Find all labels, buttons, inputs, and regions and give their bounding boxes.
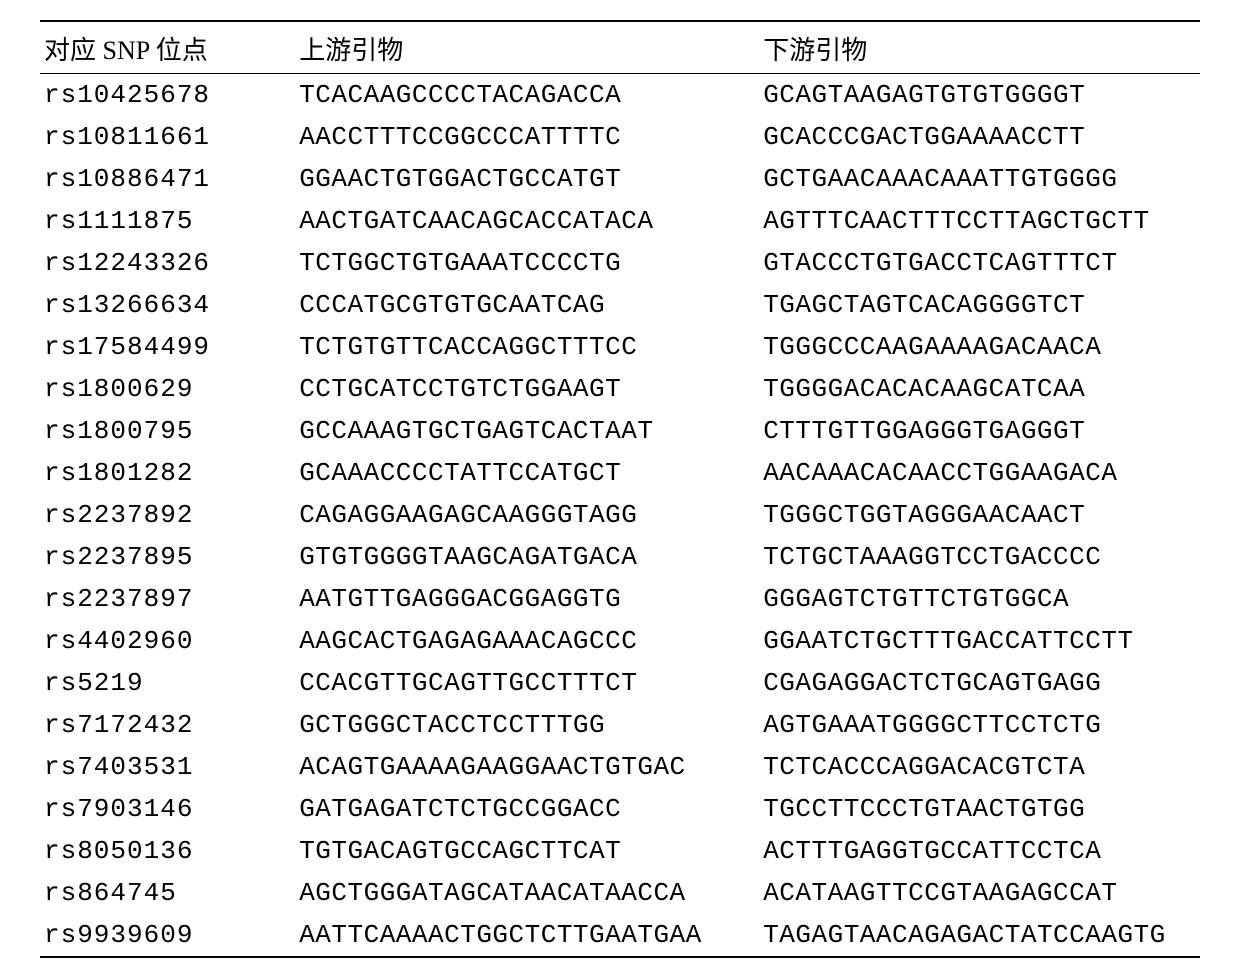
cell-reverse: ACTTTGAGGTGCCATTCCTCA — [759, 830, 1200, 872]
cell-forward: CCCATGCGTGTGCAATCAG — [295, 284, 759, 326]
cell-reverse: TGAGCTAGTCACAGGGGTCT — [759, 284, 1200, 326]
cell-forward: GCAAACCCCTATTCCATGCT — [295, 452, 759, 494]
cell-reverse: ACATAAGTTCCGTAAGAGCCAT — [759, 872, 1200, 914]
table-row: rs17584499 TCTGTGTTCACCAGGCTTTCC TGGGCCC… — [40, 326, 1200, 368]
cell-reverse: GCTGAACAAACAAATTGTGGGG — [759, 158, 1200, 200]
header-forward-primer: 上游引物 — [295, 21, 759, 74]
cell-forward: AATTCAAAACTGGCTCTTGAATGAA — [295, 914, 759, 957]
cell-forward: CCACGTTGCAGTTGCCTTTCT — [295, 662, 759, 704]
cell-reverse: TCTCACCCAGGACACGTCTA — [759, 746, 1200, 788]
table-row: rs10811661 AACCTTTCCGGCCCATTTTC GCACCCGA… — [40, 116, 1200, 158]
table-row: rs1801282 GCAAACCCCTATTCCATGCT AACAAACAC… — [40, 452, 1200, 494]
table-row: rs1800629 CCTGCATCCTGTCTGGAAGT TGGGGACAC… — [40, 368, 1200, 410]
cell-snp: rs10886471 — [40, 158, 295, 200]
cell-snp: rs1801282 — [40, 452, 295, 494]
cell-snp: rs5219 — [40, 662, 295, 704]
table-body: rs10425678 TCACAAGCCCCTACAGACCA GCAGTAAG… — [40, 74, 1200, 958]
cell-reverse: CTTTGTTGGAGGGTGAGGGT — [759, 410, 1200, 452]
cell-reverse: AGTGAAATGGGGCTTCCTCTG — [759, 704, 1200, 746]
cell-forward: TCTGGCTGTGAAATCCCCTG — [295, 242, 759, 284]
table-row: rs2237892 CAGAGGAAGAGCAAGGGTAGG TGGGCTGG… — [40, 494, 1200, 536]
header-snp: 对应 SNP 位点 — [40, 21, 295, 74]
table-row: rs2237897 AATGTTGAGGGACGGAGGTG GGGAGTCTG… — [40, 578, 1200, 620]
table-header-row: 对应 SNP 位点 上游引物 下游引物 — [40, 21, 1200, 74]
cell-snp: rs2237892 — [40, 494, 295, 536]
cell-snp: rs9939609 — [40, 914, 295, 957]
table-row: rs13266634 CCCATGCGTGTGCAATCAG TGAGCTAGT… — [40, 284, 1200, 326]
cell-snp: rs2237895 — [40, 536, 295, 578]
cell-forward: CAGAGGAAGAGCAAGGGTAGG — [295, 494, 759, 536]
cell-forward: ACAGTGAAAAGAAGGAACTGTGAC — [295, 746, 759, 788]
table-row: rs12243326 TCTGGCTGTGAAATCCCCTG GTACCCTG… — [40, 242, 1200, 284]
table-row: rs9939609 AATTCAAAACTGGCTCTTGAATGAA TAGA… — [40, 914, 1200, 957]
cell-reverse: TGGGCTGGTAGGGAACAACT — [759, 494, 1200, 536]
table-row: rs864745 AGCTGGGATAGCATAACATAACCA ACATAA… — [40, 872, 1200, 914]
cell-forward: CCTGCATCCTGTCTGGAAGT — [295, 368, 759, 410]
table-row: rs8050136 TGTGACAGTGCCAGCTTCAT ACTTTGAGG… — [40, 830, 1200, 872]
cell-forward: GCCAAAGTGCTGAGTCACTAAT — [295, 410, 759, 452]
cell-forward: GCTGGGCTACCTCCTTTGG — [295, 704, 759, 746]
table-row: rs7172432 GCTGGGCTACCTCCTTTGG AGTGAAATGG… — [40, 704, 1200, 746]
cell-reverse: GCAGTAAGAGTGTGTGGGGT — [759, 74, 1200, 117]
cell-forward: AACTGATCAACAGCACCATACA — [295, 200, 759, 242]
cell-snp: rs4402960 — [40, 620, 295, 662]
cell-snp: rs12243326 — [40, 242, 295, 284]
cell-snp: rs10425678 — [40, 74, 295, 117]
table-row: rs7403531 ACAGTGAAAAGAAGGAACTGTGAC TCTCA… — [40, 746, 1200, 788]
table-row: rs1800795 GCCAAAGTGCTGAGTCACTAAT CTTTGTT… — [40, 410, 1200, 452]
cell-reverse: TCTGCTAAAGGTCCTGACCCC — [759, 536, 1200, 578]
cell-snp: rs10811661 — [40, 116, 295, 158]
cell-reverse: TGGGGACACACAAGCATCAA — [759, 368, 1200, 410]
cell-reverse: TAGAGTAACAGAGACTATCCAAGTG — [759, 914, 1200, 957]
cell-snp: rs8050136 — [40, 830, 295, 872]
cell-snp: rs864745 — [40, 872, 295, 914]
cell-reverse: GGAATCTGCTTTGACCATTCCTT — [759, 620, 1200, 662]
cell-reverse: GCACCCGACTGGAAAACCTT — [759, 116, 1200, 158]
cell-forward: GTGTGGGGTAAGCAGATGACA — [295, 536, 759, 578]
cell-snp: rs7403531 — [40, 746, 295, 788]
primer-table: 对应 SNP 位点 上游引物 下游引物 rs10425678 TCACAAGCC… — [40, 20, 1200, 958]
cell-snp: rs1800795 — [40, 410, 295, 452]
cell-reverse: GGGAGTCTGTTCTGTGGCA — [759, 578, 1200, 620]
table-row: rs1111875 AACTGATCAACAGCACCATACA AGTTTCA… — [40, 200, 1200, 242]
cell-snp: rs2237897 — [40, 578, 295, 620]
cell-forward: AGCTGGGATAGCATAACATAACCA — [295, 872, 759, 914]
cell-snp: rs13266634 — [40, 284, 295, 326]
cell-reverse: TGCCTTCCCTGTAACTGTGG — [759, 788, 1200, 830]
cell-snp: rs7172432 — [40, 704, 295, 746]
table-row: rs7903146 GATGAGATCTCTGCCGGACC TGCCTTCCC… — [40, 788, 1200, 830]
cell-reverse: TGGGCCCAAGAAAAGACAACA — [759, 326, 1200, 368]
cell-forward: AAGCACTGAGAGAAACAGCCC — [295, 620, 759, 662]
cell-forward: AACCTTTCCGGCCCATTTTC — [295, 116, 759, 158]
cell-forward: TCTGTGTTCACCAGGCTTTCC — [295, 326, 759, 368]
cell-snp: rs1800629 — [40, 368, 295, 410]
cell-forward: TCACAAGCCCCTACAGACCA — [295, 74, 759, 117]
cell-forward: GATGAGATCTCTGCCGGACC — [295, 788, 759, 830]
cell-snp: rs17584499 — [40, 326, 295, 368]
table-row: rs10425678 TCACAAGCCCCTACAGACCA GCAGTAAG… — [40, 74, 1200, 117]
cell-snp: rs1111875 — [40, 200, 295, 242]
cell-reverse: AACAAACACAACCTGGAAGACA — [759, 452, 1200, 494]
cell-forward: GGAACTGTGGACTGCCATGT — [295, 158, 759, 200]
cell-reverse: GTACCCTGTGACCTCAGTTTCT — [759, 242, 1200, 284]
table-row: rs2237895 GTGTGGGGTAAGCAGATGACA TCTGCTAA… — [40, 536, 1200, 578]
table-row: rs10886471 GGAACTGTGGACTGCCATGT GCTGAACA… — [40, 158, 1200, 200]
cell-reverse: CGAGAGGACTCTGCAGTGAGG — [759, 662, 1200, 704]
table-row: rs4402960 AAGCACTGAGAGAAACAGCCC GGAATCTG… — [40, 620, 1200, 662]
header-reverse-primer: 下游引物 — [759, 21, 1200, 74]
table-row: rs5219 CCACGTTGCAGTTGCCTTTCT CGAGAGGACTC… — [40, 662, 1200, 704]
cell-reverse: AGTTTCAACTTTCCTTAGCTGCTT — [759, 200, 1200, 242]
cell-snp: rs7903146 — [40, 788, 295, 830]
cell-forward: TGTGACAGTGCCAGCTTCAT — [295, 830, 759, 872]
cell-forward: AATGTTGAGGGACGGAGGTG — [295, 578, 759, 620]
